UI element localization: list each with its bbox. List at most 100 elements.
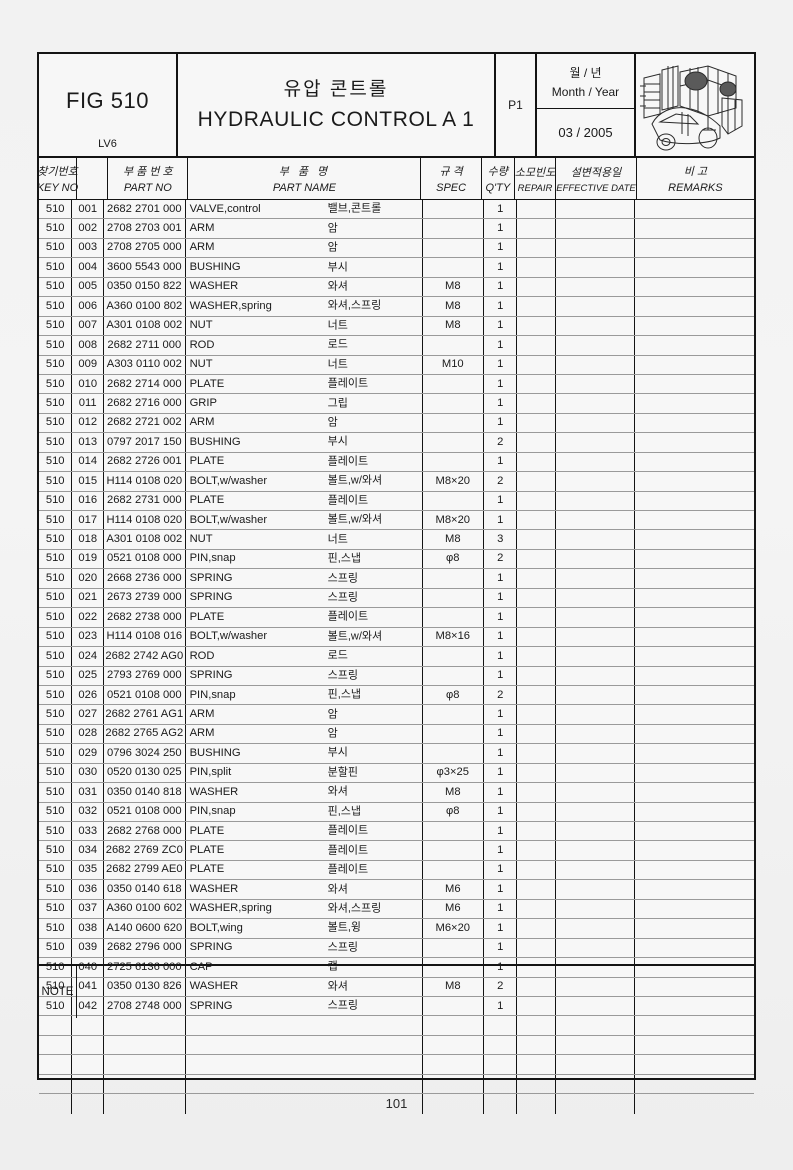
cell-effective-date <box>556 958 635 977</box>
table-row: 510 030 0520 0130 025 PIN,split 분할핀 φ3×25 1 <box>39 763 754 784</box>
cell-seq: 006 <box>72 297 105 316</box>
table-row <box>39 1094 754 1114</box>
part-name-korean: 핀,스냅 <box>327 688 361 701</box>
cell-remarks <box>635 589 754 607</box>
cell-part-no: 2682 2769 ZC0 <box>104 841 186 860</box>
part-name-korean: 암 <box>327 708 338 721</box>
cell-effective-date <box>556 511 635 530</box>
cell-part-no: 0521 0108 000 <box>104 802 186 821</box>
cell-effective-date <box>556 1094 635 1114</box>
table-row: 510 036 0350 0140 618 WASHER 와셔 M6 1 <box>39 880 754 900</box>
cell-spec: φ3×25 <box>423 763 484 783</box>
table-row: 510 009 A303 0110 002 NUT 너트 M10 1 <box>39 355 754 375</box>
cell-key: 510 <box>39 238 73 258</box>
cell-seq: 041 <box>72 977 105 996</box>
cell-remarks <box>635 1075 754 1093</box>
cell-remarks <box>635 472 754 490</box>
part-name-english: PLATE <box>189 824 225 837</box>
cell-key: 510 <box>39 491 73 510</box>
cell-remarks <box>635 317 754 335</box>
cell-part-name: VALVE,control 밸브,콘트롤 <box>186 200 423 219</box>
cell-seq: 031 <box>72 783 105 802</box>
table-row: 510 011 2682 2716 000 GRIP 그립 1 <box>39 394 754 414</box>
cell-part-name: WASHER 와셔 <box>186 277 423 297</box>
part-name-english: VALVE,control <box>189 202 261 215</box>
cell-qty: 1 <box>484 666 518 685</box>
cell-part-name: NUT 너트 <box>186 355 423 374</box>
cell-spec <box>423 394 484 413</box>
cell-key: 510 <box>39 802 73 821</box>
part-name-korean: 볼트,w/와셔 <box>327 513 383 526</box>
cell-qty: 1 <box>484 569 518 588</box>
part-name-korean: 부시 <box>327 435 348 448</box>
cell-effective-date <box>556 1074 635 1094</box>
cell-key: 510 <box>39 977 73 996</box>
table-row: 510 034 2682 2769 ZC0 PLATE 플레이트 1 <box>39 841 754 861</box>
table-row <box>39 1074 754 1095</box>
cell-part-name: ARM 암 <box>186 705 423 724</box>
cell-key: 510 <box>39 297 73 316</box>
part-name-korean: 플레이트 <box>327 863 369 876</box>
cell-spec <box>423 666 484 685</box>
cell-part-no: 2708 2748 000 <box>104 996 186 1016</box>
part-name-english: WASHER <box>189 785 239 798</box>
cell-key: 510 <box>39 724 73 744</box>
cell-qty: 1 <box>484 297 518 316</box>
table-row: 510 041 0350 0130 826 WASHER 와셔 M8 2 <box>39 977 754 997</box>
cell-part-no: 2673 2739 000 <box>104 588 186 608</box>
cell-effective-date <box>556 374 635 394</box>
cell-qty: 1 <box>484 394 518 413</box>
cell-key <box>39 1035 73 1055</box>
cell-remarks <box>635 628 754 646</box>
cell-remarks <box>635 841 754 859</box>
cell-part-no: 2682 2714 000 <box>104 374 186 394</box>
part-name-english: PIN,snap <box>189 805 236 818</box>
cell-key: 510 <box>39 647 73 666</box>
cell-qty: 2 <box>484 977 518 996</box>
cell-key: 510 <box>39 958 73 977</box>
cell-effective-date <box>556 1035 635 1055</box>
table-row: 510 010 2682 2714 000 PLATE 플레이트 1 <box>39 374 754 395</box>
column-header-spec-ko: 규 격 <box>439 166 463 178</box>
cell-remarks <box>635 803 754 821</box>
note-section: NOTE <box>39 966 754 1018</box>
cell-part-name: SPRING 스프링 <box>186 588 423 608</box>
cell-effective-date <box>556 860 635 880</box>
column-header-qty-en: Q'TY <box>485 182 511 194</box>
column-header-part-no: 부 품 번 호 PART NO <box>108 158 189 199</box>
cell-part-no: A301 0108 002 <box>104 316 186 336</box>
table-row <box>39 1035 754 1056</box>
part-name-korean: 플레이트 <box>327 377 369 390</box>
cell-seq <box>72 1074 105 1094</box>
part-name-english: BUSHING <box>189 746 241 759</box>
cell-part-no: 0520 0130 025 <box>104 763 186 783</box>
column-header-repair-en: REPAIR <box>517 182 553 194</box>
cell-part-no: 2682 2731 000 <box>104 491 186 510</box>
cell-qty: 1 <box>484 452 518 472</box>
cell-qty <box>484 1074 518 1094</box>
cell-part-name: PLATE 플레이트 <box>186 841 423 860</box>
cell-key: 510 <box>39 472 73 491</box>
cell-effective-date <box>556 297 635 316</box>
cell-repair <box>517 1094 557 1114</box>
cell-spec <box>423 452 484 472</box>
cell-key: 510 <box>39 316 73 336</box>
cell-spec <box>423 200 484 219</box>
table-row: 510 019 0521 0108 000 PIN,snap 핀,스냅 φ8 2 <box>39 549 754 570</box>
cell-repair <box>517 996 557 1016</box>
cell-spec <box>423 958 484 977</box>
cell-repair <box>517 219 557 238</box>
cell-spec <box>423 1055 484 1074</box>
cell-seq: 029 <box>72 744 105 763</box>
cell-part-name: WASHER,spring 와셔,스프링 <box>186 899 423 919</box>
cell-effective-date <box>556 1055 635 1074</box>
cell-spec <box>423 336 484 355</box>
cell-effective-date <box>556 880 635 899</box>
cell-qty: 2 <box>484 433 518 452</box>
figure-number: FIG 510 <box>66 88 149 113</box>
cell-key: 510 <box>39 860 73 880</box>
cell-effective-date <box>556 763 635 783</box>
part-name-english: WASHER <box>189 882 239 895</box>
cell-part-no: A140 0600 620 <box>104 919 186 938</box>
table-row: 510 016 2682 2731 000 PLATE 플레이트 1 <box>39 491 754 511</box>
